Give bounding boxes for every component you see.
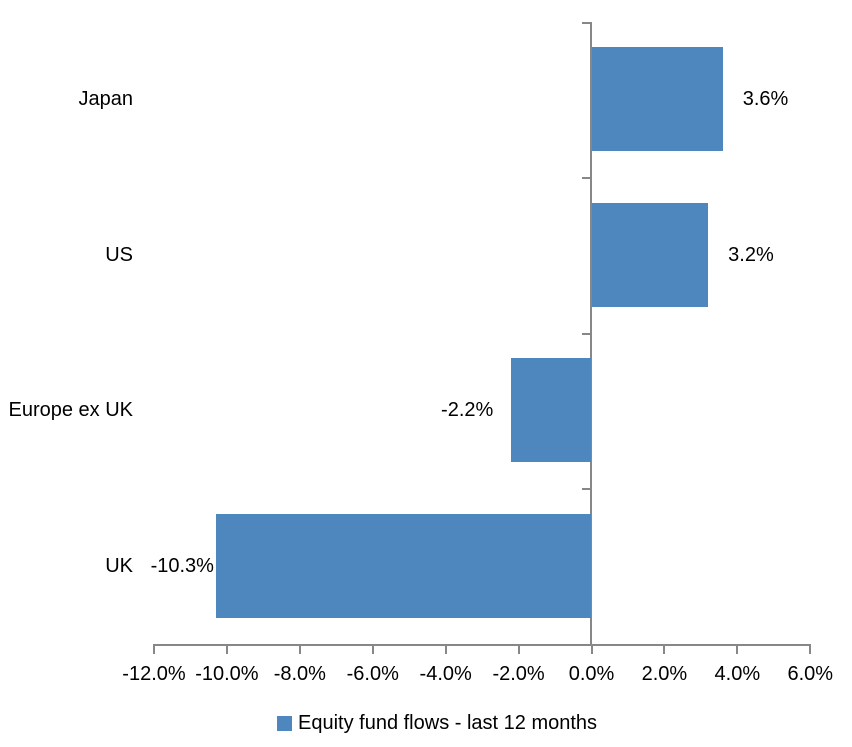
x-axis-tick <box>736 643 739 654</box>
data-label-europe-ex-uk: -2.2% <box>441 399 494 422</box>
x-axis-line <box>153 643 811 646</box>
x-axis-tick <box>152 643 155 654</box>
category-label-uk: UK <box>105 554 133 577</box>
bar-europe-ex-uk <box>511 358 592 463</box>
x-axis-tick-label: -6.0% <box>346 663 399 685</box>
x-axis-tick-label: -10.0% <box>195 663 259 685</box>
x-axis-tick-label: -8.0% <box>273 663 326 685</box>
data-label-us: 3.2% <box>728 243 774 266</box>
x-axis-tick <box>663 643 666 654</box>
x-axis-tick-label: -4.0% <box>419 663 472 685</box>
bar-us <box>591 202 709 307</box>
category-label-japan: Japan <box>78 88 134 111</box>
category-label-us: US <box>105 243 133 266</box>
chart-legend: Equity fund flows - last 12 months <box>277 710 597 736</box>
legend-swatch-icon <box>277 715 292 731</box>
x-axis-tick <box>590 643 593 654</box>
x-axis-tick <box>517 643 520 654</box>
y-axis-tick <box>582 488 591 490</box>
x-axis-tick-label: 4.0% <box>714 663 761 685</box>
y-axis-tick <box>582 643 591 646</box>
y-axis-tick <box>582 177 591 179</box>
data-label-japan: 3.6% <box>742 88 789 111</box>
y-axis-tick <box>582 332 591 335</box>
x-axis-tick <box>298 643 301 654</box>
x-axis-tick-label: 2.0% <box>641 663 688 685</box>
x-axis-tick <box>444 643 447 654</box>
x-axis-tick <box>809 643 812 654</box>
legend-label: Equity fund flows - last 12 months <box>298 712 598 734</box>
bar-uk <box>215 513 592 618</box>
bar-japan <box>591 47 723 152</box>
data-label-uk: -10.3% <box>150 554 214 577</box>
x-axis-tick-label: -12.0% <box>122 663 186 685</box>
x-axis-tick-label: 0.0% <box>568 663 615 685</box>
category-label-europe-ex-uk: Europe ex UK <box>8 399 133 422</box>
x-axis-tick <box>225 643 228 654</box>
y-axis-tick <box>582 21 591 24</box>
x-axis-tick <box>371 643 374 654</box>
y-axis-line <box>590 21 592 646</box>
x-axis-tick-label: -2.0% <box>492 663 545 685</box>
x-axis-tick-label: 6.0% <box>787 663 834 685</box>
